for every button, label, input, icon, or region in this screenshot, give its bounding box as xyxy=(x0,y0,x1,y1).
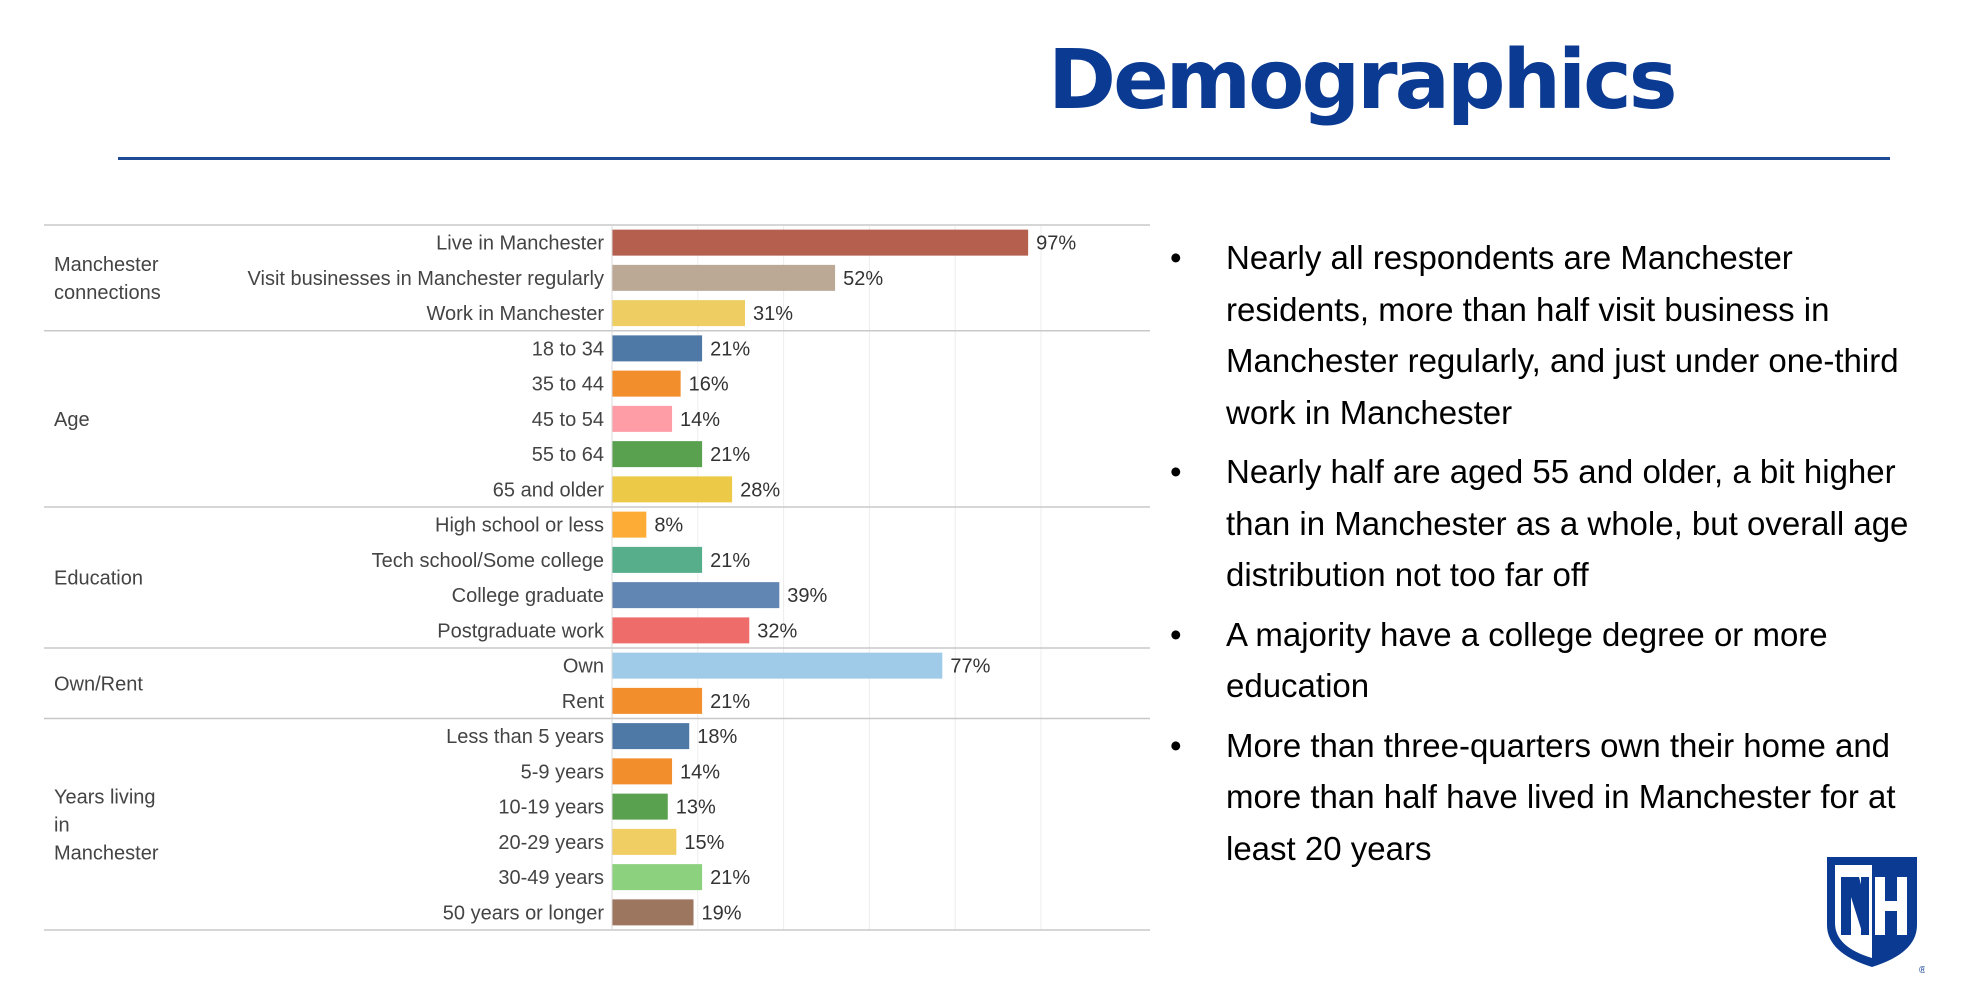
data-label: 21% xyxy=(710,550,750,572)
category-label: Visit businesses in Manchester regularly xyxy=(248,268,604,290)
bar xyxy=(612,405,673,432)
category-label: Own xyxy=(563,656,604,678)
group-label: connections xyxy=(54,282,161,304)
data-label: 21% xyxy=(710,444,750,466)
bar xyxy=(612,370,681,397)
bar xyxy=(612,229,1029,256)
group-label: Own/Rent xyxy=(54,673,143,695)
bar xyxy=(612,652,943,679)
data-label: 19% xyxy=(702,902,742,924)
data-label: 15% xyxy=(684,832,724,854)
data-label: 8% xyxy=(654,515,683,537)
category-label: 35 to 44 xyxy=(532,374,604,396)
category-label: Live in Manchester xyxy=(436,233,604,255)
category-label: 50 years or longer xyxy=(443,902,605,924)
data-label: 32% xyxy=(757,620,797,642)
bullet-item: • More than three-quarters own their home… xyxy=(1160,720,1920,875)
bar xyxy=(612,335,703,362)
group-label: Years living xyxy=(54,786,156,808)
bullet-dot: • xyxy=(1170,239,1182,276)
data-label: 77% xyxy=(950,656,990,678)
category-label: 18 to 34 xyxy=(532,338,604,360)
bar xyxy=(612,582,780,609)
category-label: 20-29 years xyxy=(498,832,604,854)
summary-bullets: • Nearly all respondents are Manchester r… xyxy=(1160,232,1920,882)
category-label: Work in Manchester xyxy=(427,303,605,325)
bar xyxy=(612,793,668,820)
bullet-item: • Nearly all respondents are Manchester r… xyxy=(1160,232,1920,438)
data-label: 31% xyxy=(753,303,793,325)
bar xyxy=(612,828,677,855)
bar xyxy=(612,476,733,503)
group-label: Manchester xyxy=(54,254,159,276)
category-label: 65 and older xyxy=(493,479,605,501)
category-label: Rent xyxy=(562,691,605,713)
bar xyxy=(612,864,703,891)
bar xyxy=(612,758,673,785)
bullet-dot: • xyxy=(1170,726,1182,764)
bar xyxy=(612,511,647,538)
group-label: in xyxy=(54,814,70,836)
category-label: 55 to 64 xyxy=(532,444,604,466)
registered-mark: ® xyxy=(1919,965,1925,975)
category-label: Postgraduate work xyxy=(437,620,605,642)
group-label: Manchester xyxy=(54,842,159,864)
data-label: 21% xyxy=(710,691,750,713)
data-label: 28% xyxy=(740,479,780,501)
category-label: 5-9 years xyxy=(521,761,604,783)
data-label: 18% xyxy=(697,726,737,748)
group-label: Age xyxy=(54,409,90,431)
bar xyxy=(612,546,703,573)
bullet-dot: • xyxy=(1170,615,1182,653)
data-label: 21% xyxy=(710,867,750,889)
data-label: 39% xyxy=(787,585,827,607)
data-label: 16% xyxy=(689,374,729,396)
bar xyxy=(612,264,836,291)
bullet-text: More than three-quarters own their home … xyxy=(1226,726,1896,867)
category-label: 30-49 years xyxy=(498,867,604,889)
data-label: 14% xyxy=(680,761,720,783)
data-label: 97% xyxy=(1036,233,1076,255)
demographics-bar-chart: Manchester connections Live in Manchester 9… xyxy=(44,224,1150,931)
bar xyxy=(612,617,750,644)
slide-title: Demographics xyxy=(1048,33,1678,128)
bullet-item: • Nearly half are aged 55 and older, a bi… xyxy=(1160,446,1920,601)
category-label: 45 to 54 xyxy=(532,409,604,431)
category-label: College graduate xyxy=(452,585,604,607)
title-divider xyxy=(118,157,1890,160)
data-label: 14% xyxy=(680,409,720,431)
category-label: 10-19 years xyxy=(498,797,604,819)
bar xyxy=(612,441,703,468)
category-label: Tech school/Some college xyxy=(372,550,604,572)
bullet-text: Nearly half are aged 55 and older, a bit… xyxy=(1226,453,1909,593)
data-label: 13% xyxy=(676,797,716,819)
bullet-text: Nearly all respondents are Manchester re… xyxy=(1226,239,1899,431)
bullet-text: A majority have a college degree or more… xyxy=(1226,615,1828,705)
data-label: 52% xyxy=(843,268,883,290)
bar xyxy=(612,300,745,327)
data-label: 21% xyxy=(710,338,750,360)
bar xyxy=(612,899,694,926)
bullet-dot: • xyxy=(1170,453,1182,490)
bar xyxy=(612,687,703,714)
category-label: High school or less xyxy=(435,515,604,537)
group-label: Education xyxy=(54,568,143,590)
unh-shield-logo-icon: ® xyxy=(1827,857,1925,975)
bar xyxy=(612,723,690,750)
category-label: Less than 5 years xyxy=(446,726,604,748)
bullet-item: • A majority have a college degree or mor… xyxy=(1160,609,1920,712)
